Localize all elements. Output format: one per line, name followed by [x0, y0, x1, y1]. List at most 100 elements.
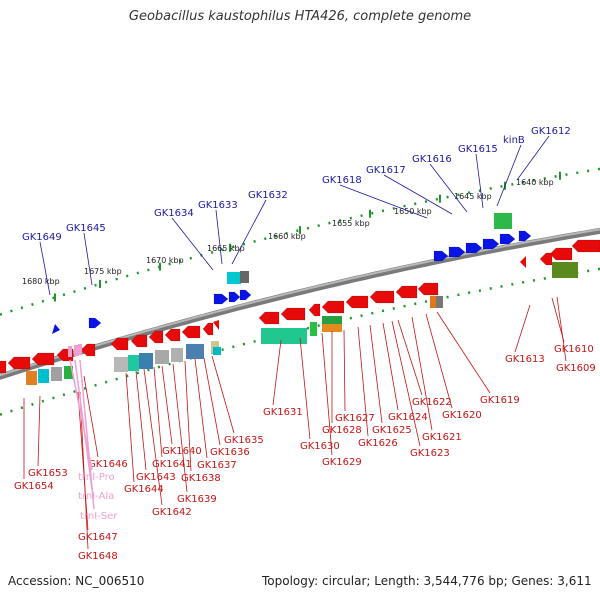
gene-label-top: GK1612	[531, 126, 571, 137]
annotation-block	[227, 272, 241, 284]
forward-gene-arrow	[213, 293, 229, 305]
gene-label-bottom: GK1636	[210, 447, 250, 458]
annotation-block	[322, 324, 342, 332]
trna-leader-line	[79, 359, 95, 510]
forward-gene-arrow	[482, 238, 500, 250]
label-leader-line	[397, 319, 423, 396]
label-leader-line	[299, 337, 311, 440]
gene-label-bottom: GK1622	[412, 397, 452, 408]
label-leader-line	[153, 366, 163, 458]
gene-label-bottom: GK1654	[14, 481, 54, 492]
gene-label-bottom: GK1631	[263, 407, 303, 418]
reverse-gene-arrow	[110, 337, 129, 351]
reverse-gene-arrow	[181, 325, 201, 339]
gene-label-top: GK1616	[412, 154, 452, 165]
reverse-gene-arrow	[202, 322, 214, 336]
label-leader-line	[382, 322, 399, 411]
label-leader-line	[551, 297, 565, 343]
gene-label-bottom: GK1635	[224, 435, 264, 446]
label-leader-line	[83, 375, 99, 458]
gene-label-bottom: GK1628	[322, 425, 362, 436]
label-leader-line	[357, 326, 369, 437]
gene-label-bottom: GK1626	[358, 438, 398, 449]
annotation-block	[171, 348, 183, 362]
label-leader-line	[496, 144, 522, 207]
gene-label-bottom: GK1619	[480, 395, 520, 406]
kbp-tick-label: 1640 kbp	[516, 178, 554, 187]
kbp-tick-label: 1675 kbp	[84, 267, 122, 276]
label-leader-line	[215, 209, 223, 265]
reverse-gene-arrow	[369, 290, 395, 304]
label-leader-line	[321, 332, 333, 456]
reverse-gene-arrow	[308, 303, 321, 317]
reverse-gene-arrow	[148, 330, 164, 344]
gene-label-bottom: GK1623	[410, 448, 450, 459]
annotation-block	[552, 262, 578, 278]
gene-label-bottom: GK1648	[78, 551, 118, 562]
gene-label-bottom: GK1610	[554, 344, 594, 355]
annotation-block	[155, 350, 169, 364]
reverse-gene-arrow	[164, 328, 181, 342]
label-leader-line	[231, 199, 267, 265]
gene-label-bottom: GK1646	[88, 459, 128, 470]
gene-label-bottom: GK1624	[388, 412, 428, 423]
label-leader-line	[516, 135, 550, 181]
label-leader-line	[436, 311, 491, 394]
kbp-tick-label: 1680 kbp	[22, 277, 60, 286]
trna-label: trnI-Pro	[78, 472, 115, 483]
gene-label-bottom: GK1627	[335, 413, 375, 424]
forward-gene-arrow	[228, 291, 241, 303]
label-leader-line	[143, 368, 163, 506]
forward-gene-arrow	[518, 230, 532, 242]
gene-label-top: GK1634	[154, 208, 194, 219]
gene-label-bottom: GK1637	[197, 460, 237, 471]
annotation-block	[139, 353, 153, 369]
reverse-gene-arrow	[0, 360, 7, 374]
genome-title: Geobacillus kaustophilus HTA426, complet…	[128, 9, 472, 24]
gene-label-top: GK1633	[198, 200, 238, 211]
label-leader-line	[411, 316, 433, 431]
forward-gene-arrow	[433, 250, 449, 262]
kbp-tick-label: 1670 kbp	[146, 256, 184, 265]
annotation-block	[310, 322, 317, 336]
label-leader-line	[172, 363, 188, 493]
label-leader-line	[83, 232, 93, 286]
reverse-gene-arrow	[80, 343, 96, 357]
gene-label-bottom: GK1640	[162, 446, 202, 457]
reverse-gene-arrow	[549, 247, 573, 261]
gene-label-bottom: GK1629	[322, 457, 362, 468]
label-leader-line	[203, 357, 221, 446]
label-leader-line	[135, 370, 147, 471]
gene-label-bottom: GK1630	[300, 441, 340, 452]
forward-gene-arrow	[448, 246, 466, 258]
gene-label-top: GK1649	[22, 232, 62, 243]
annotation-block	[64, 366, 73, 379]
reverse-gene-arrow	[280, 307, 306, 321]
annotation-block	[128, 355, 139, 371]
reverse-gene-arrow	[520, 256, 526, 268]
genome-backbone	[0, 227, 600, 380]
accession-text: Accession: NC_006510	[8, 574, 145, 588]
label-leader-line	[37, 395, 41, 467]
label-leader-line	[184, 360, 192, 472]
annotation-block	[430, 296, 436, 308]
label-leader-line	[429, 163, 468, 213]
gene-label-top: kinB	[503, 135, 525, 146]
gene-label-bottom: GK1638	[181, 473, 221, 484]
gene-label-top: GK1617	[366, 165, 406, 176]
gene-label-bottom: GK1639	[177, 494, 217, 505]
annotation-block	[436, 296, 443, 308]
label-leader-line	[425, 313, 453, 409]
label-leader-line	[475, 153, 484, 209]
gene-label-bottom: GK1620	[442, 410, 482, 421]
label-leader-line	[514, 304, 531, 353]
forward-gene-arrow	[465, 242, 483, 254]
label-leader-line	[171, 217, 214, 271]
reverse-gene-arrow	[130, 334, 148, 348]
trna-label: trnI-Ala	[78, 491, 114, 502]
reverse-gene-arrow	[7, 356, 31, 370]
gene-label-bottom: GK1653	[28, 468, 68, 479]
reverse-gene-arrow	[417, 282, 439, 296]
gene-label-bottom: GK1644	[124, 484, 164, 495]
